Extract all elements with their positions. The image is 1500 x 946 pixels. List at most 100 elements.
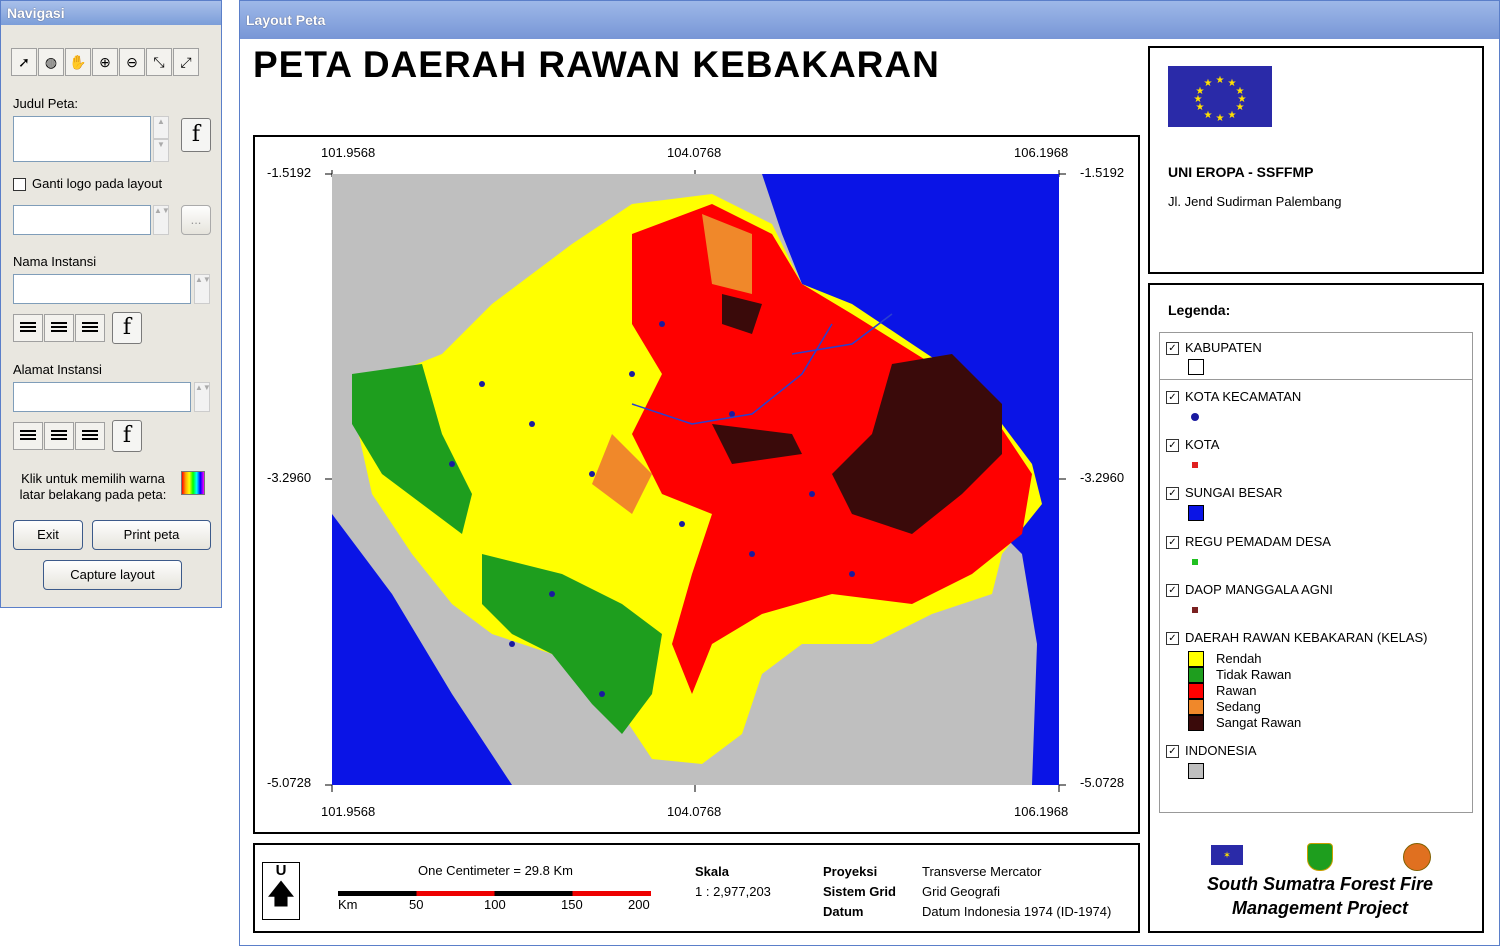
svg-text:★: ★: [1196, 102, 1205, 113]
legend-item-sungai-besar[interactable]: ✓ SUNGAI BESAR: [1166, 485, 1283, 501]
full-extent-icon[interactable]: ⤢: [173, 48, 199, 76]
scale-label-100: 100: [484, 897, 506, 912]
legend-checkbox-daerah-rawan[interactable]: ✓: [1166, 632, 1179, 646]
nama-align-center-icon[interactable]: [44, 314, 74, 342]
legend-checkbox-regu-pemadam-desa[interactable]: ✓: [1166, 536, 1179, 550]
legend-symbol-sungai-besar: [1188, 505, 1204, 521]
map-title: PETA DAERAH RAWAN KEBAKARAN: [253, 44, 940, 85]
legend-checkbox-kota[interactable]: ✓: [1166, 439, 1179, 453]
legend-label-sungai-besar: SUNGAI BESAR: [1185, 485, 1283, 500]
north-arrow-icon: U 🡅: [262, 862, 300, 920]
kota-kecamatan-points: [449, 321, 855, 697]
north-arrow-label: U: [275, 862, 287, 879]
print-peta-button[interactable]: Print peta: [92, 520, 211, 550]
select-icon[interactable]: ➚: [11, 48, 37, 76]
judul-spin-down[interactable]: ▼: [153, 139, 169, 162]
region-tidak-rawan-west: [352, 364, 472, 534]
zoom-extent-in-icon[interactable]: ⤡: [146, 48, 172, 76]
globe-zoom-icon[interactable]: ◍: [38, 48, 64, 76]
coord-y-left-mid: -3.2960: [267, 470, 312, 485]
project-name-line2: Management Project: [1231, 898, 1409, 918]
svg-text:★: ★: [1196, 86, 1205, 97]
scale-bar: [338, 891, 651, 896]
legend-class-rendah: Rendah: [1216, 651, 1262, 666]
judul-peta-label: Judul Peta:: [13, 96, 79, 111]
alamat-align-right-icon[interactable]: [75, 422, 105, 450]
legend-symbol-kabupaten: [1188, 359, 1204, 375]
exit-button[interactable]: Exit: [13, 520, 83, 550]
legend-item-daop-manggala-agni[interactable]: ✓ DAOP MANGGALA AGNI: [1166, 582, 1333, 598]
legend-item-indonesia[interactable]: ✓ INDONESIA: [1166, 743, 1257, 759]
sistem-grid-label: Sistem Grid: [823, 884, 896, 899]
proyeksi-label: Proyeksi: [823, 864, 878, 879]
alamat-font-button[interactable]: f: [112, 420, 142, 452]
legend-title: Legenda:: [1168, 302, 1231, 318]
scale-label-200: 200: [628, 897, 650, 912]
judul-spin-up[interactable]: ▲: [153, 116, 169, 139]
alamat-align-center-icon[interactable]: [44, 422, 74, 450]
svg-text:★: ★: [1236, 86, 1245, 97]
navigation-window: Navigasi ➚ ◍ ✋ ⊕ ⊖ ⤡ ⤢ Judul Peta: ▲ ▼ f…: [0, 0, 222, 608]
legend-checkbox-daop-manggala-agni[interactable]: ✓: [1166, 584, 1179, 598]
legend-label-regu-pemadam-desa: REGU PEMADAM DESA: [1185, 534, 1331, 549]
legend-item-regu-pemadam-desa[interactable]: ✓ REGU PEMADAM DESA: [1166, 534, 1331, 550]
legend-item-daerah-rawan[interactable]: ✓ DAERAH RAWAN KEBAKARAN (KELAS): [1166, 630, 1428, 646]
legend-item-kota-kecamatan[interactable]: ✓ KOTA KECAMATAN: [1166, 389, 1302, 405]
legend-checkbox-kota-kecamatan[interactable]: ✓: [1166, 391, 1179, 405]
legend-class-sangat-rawan: Sangat Rawan: [1216, 715, 1302, 730]
warna-label-line2: latar belakang pada peta:: [19, 487, 167, 502]
legend-item-kota[interactable]: ✓ KOTA: [1166, 437, 1219, 453]
nama-align-right-icon[interactable]: [75, 314, 105, 342]
scale-label-150: 150: [561, 897, 583, 912]
svg-text:★: ★: [1228, 78, 1237, 89]
ganti-logo-checkbox[interactable]: [13, 178, 26, 192]
navigation-titlebar: Navigasi: [1, 1, 221, 25]
alamat-instansi-input[interactable]: [13, 382, 191, 412]
legend-checkbox-sungai-besar[interactable]: ✓: [1166, 487, 1179, 501]
judul-font-button[interactable]: f: [181, 118, 211, 152]
legend-label-daerah-rawan: DAERAH RAWAN KEBAKARAN (KELAS): [1185, 630, 1428, 645]
region-sangat-rawan: [712, 294, 1002, 534]
logo-spin[interactable]: ▲▼: [153, 205, 170, 235]
capture-layout-button[interactable]: Capture layout: [43, 560, 182, 590]
sea-east: [762, 174, 1059, 785]
skala-value: 1 : 2,977,203: [695, 884, 771, 899]
alamat-align-left-icon[interactable]: [13, 422, 43, 450]
coord-y-right-mid: -3.2960: [1080, 470, 1125, 485]
sungai-besar-lines: [631, 313, 893, 425]
zoom-in-icon[interactable]: ⊕: [92, 48, 118, 76]
legend-box: [1148, 283, 1484, 933]
svg-text:★: ★: [1228, 110, 1237, 121]
province-emblem-logo: [1307, 843, 1333, 871]
coord-x-top-mid: 104.0768: [667, 145, 722, 160]
judul-peta-input[interactable]: [13, 116, 151, 162]
coord-y-right-top: -1.5192: [1080, 165, 1125, 180]
proyeksi-value: Transverse Mercator: [922, 864, 1042, 879]
browse-logo-button[interactable]: ...: [181, 205, 211, 235]
forestry-emblem-logo: [1403, 843, 1431, 871]
legend-item-kabupaten[interactable]: ✓ KABUPATEN: [1166, 340, 1262, 356]
coord-x-bot-right: 106.1968: [1014, 804, 1069, 819]
coord-y-right-bot: -5.0728: [1080, 775, 1125, 790]
eu-flag-logo: ★ ★★★★★ ★★★★★★: [1168, 66, 1272, 127]
legend-checkbox-kabupaten[interactable]: ✓: [1166, 342, 1179, 356]
project-name: South Sumatra Forest Fire Management Pro…: [1160, 872, 1480, 920]
map-canvas[interactable]: [321, 165, 1071, 797]
legend-checkbox-indonesia[interactable]: ✓: [1166, 745, 1179, 759]
nama-spin[interactable]: ▲▼: [194, 274, 211, 304]
legend-swatch-rendah: [1188, 651, 1204, 667]
color-picker-icon[interactable]: [181, 471, 205, 495]
region-tidak-rawan-south: [482, 554, 662, 734]
alamat-spin[interactable]: ▲▼: [194, 382, 211, 412]
legend-label-kota-kecamatan: KOTA KECAMATAN: [1185, 389, 1302, 404]
zoom-out-icon[interactable]: ⊖: [119, 48, 145, 76]
map-toolbar: ➚ ◍ ✋ ⊕ ⊖ ⤡ ⤢: [11, 48, 211, 78]
svg-text:★: ★: [1204, 78, 1213, 89]
nama-instansi-input[interactable]: [13, 274, 191, 304]
datum-label: Datum: [823, 904, 864, 919]
nama-font-button[interactable]: f: [112, 312, 142, 344]
nama-align-left-icon[interactable]: [13, 314, 43, 342]
svg-text:★: ★: [1216, 75, 1225, 86]
pan-hand-icon[interactable]: ✋: [65, 48, 91, 76]
logo-path-input[interactable]: [13, 205, 151, 235]
